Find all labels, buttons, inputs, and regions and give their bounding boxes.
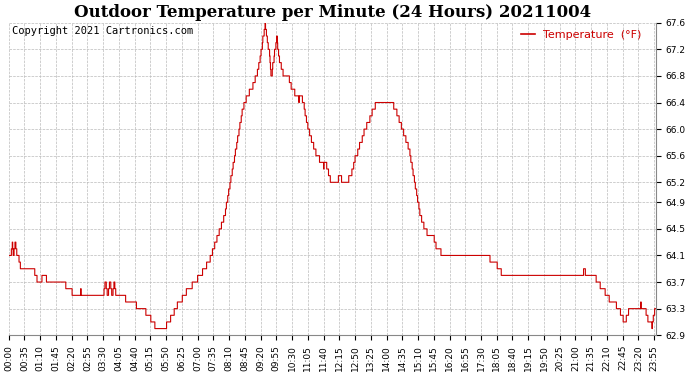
Legend: Temperature  (°F): Temperature (°F)	[517, 26, 647, 45]
Title: Outdoor Temperature per Minute (24 Hours) 20211004: Outdoor Temperature per Minute (24 Hours…	[74, 4, 591, 21]
Text: Copyright 2021 Cartronics.com: Copyright 2021 Cartronics.com	[12, 26, 193, 36]
